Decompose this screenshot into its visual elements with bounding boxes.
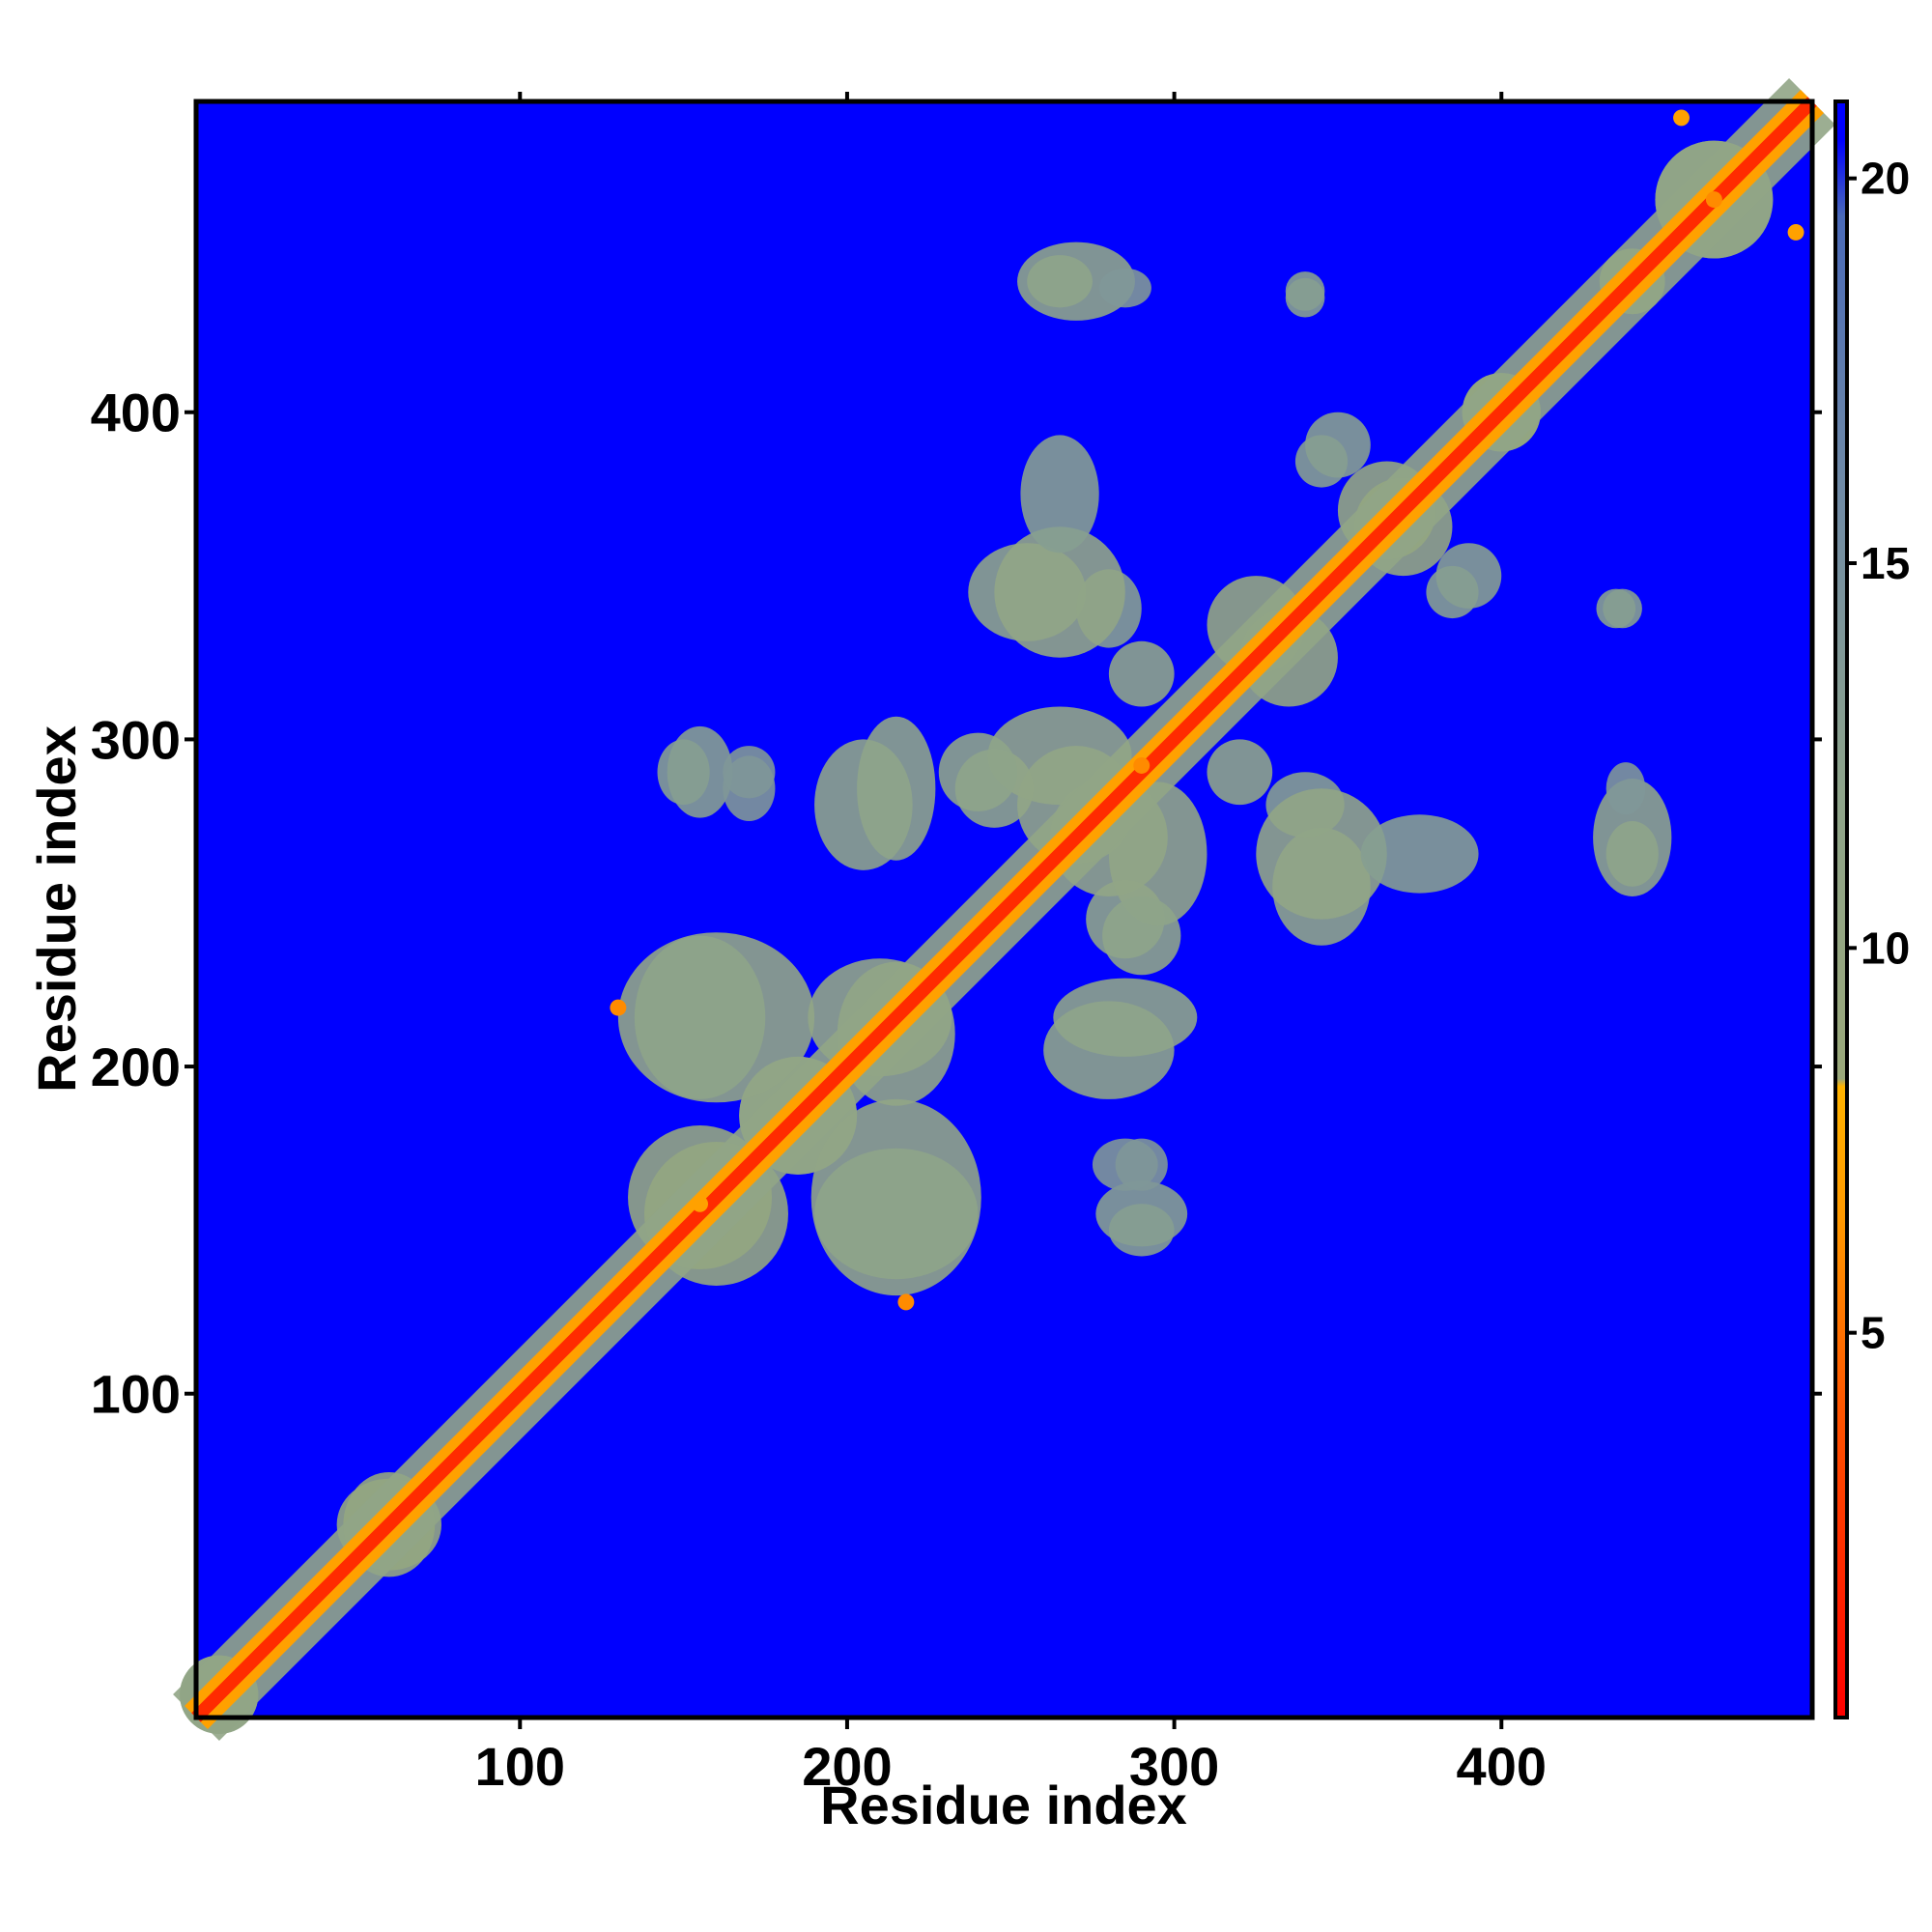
x-tick-label: 200 xyxy=(802,1736,892,1797)
colorbar-tick-label: 20 xyxy=(1861,154,1910,204)
contact-cluster xyxy=(1108,640,1175,707)
contact-cluster xyxy=(1285,271,1325,311)
contact-cluster xyxy=(1435,543,1502,609)
strong-contact-point xyxy=(610,999,627,1016)
x-tick-label: 100 xyxy=(475,1736,565,1797)
contact-cluster xyxy=(1098,268,1151,308)
y-tick-label: 100 xyxy=(91,1364,181,1425)
strong-contact-point xyxy=(897,1293,915,1311)
diagonal-contact-band xyxy=(173,78,1835,1741)
colorbar-tick-label: 10 xyxy=(1861,923,1910,973)
x-axis-ticks: 100 200 300 400 xyxy=(475,92,1547,1797)
strong-contact-point xyxy=(1133,757,1151,774)
contact-cluster xyxy=(814,739,913,870)
contact-cluster xyxy=(1020,435,1099,554)
colorbar-tick-label: 15 xyxy=(1861,538,1910,588)
colorbar-fill xyxy=(1833,99,1849,1719)
contact-cluster xyxy=(657,739,710,806)
contact-cluster xyxy=(634,935,766,1099)
diagonal-core xyxy=(191,97,1817,1722)
contact-cluster xyxy=(1305,412,1371,478)
x-tick-label: 300 xyxy=(1129,1736,1219,1797)
strong-contact-point xyxy=(1705,191,1722,209)
colorbar: 5 10 15 20 xyxy=(1833,99,1910,1719)
x-axis-label: Residue index xyxy=(820,1775,1187,1835)
y-axis-label: Residue index xyxy=(26,725,87,1093)
colorbar-ticks: 5 10 15 20 xyxy=(1847,154,1910,1358)
contact-cluster xyxy=(814,1148,979,1280)
contact-cluster xyxy=(1603,588,1642,629)
contact-cluster xyxy=(1027,255,1093,308)
contact-cluster xyxy=(1102,895,1181,976)
contact-cluster xyxy=(994,526,1125,658)
contact-cluster xyxy=(1115,1138,1168,1191)
colorbar-tick-label: 5 xyxy=(1861,1308,1886,1358)
strong-contact-point xyxy=(1787,223,1804,241)
strong-contact-point xyxy=(692,1195,709,1212)
contact-cluster xyxy=(1043,1001,1175,1099)
contact-cluster xyxy=(1256,788,1387,920)
contact-cluster xyxy=(938,732,1018,811)
y-tick-label: 400 xyxy=(91,383,181,443)
y-tick-label: 300 xyxy=(91,709,181,770)
contact-cluster xyxy=(1207,739,1273,806)
contact-cluster xyxy=(1360,814,1479,894)
strong-contact-point xyxy=(1673,109,1690,127)
y-tick-label: 200 xyxy=(91,1037,181,1097)
contact-cluster xyxy=(1108,1204,1175,1257)
contact-cluster xyxy=(1605,821,1659,887)
contact-cluster xyxy=(1605,762,1646,815)
x-tick-label: 400 xyxy=(1457,1736,1547,1797)
heatmap-plot-area xyxy=(173,78,1835,1741)
contact-cluster xyxy=(723,746,776,799)
y-axis-ticks: 100 200 300 400 xyxy=(91,383,1822,1425)
plot-frame xyxy=(193,99,1815,1720)
strong-contacts xyxy=(610,109,1804,1311)
